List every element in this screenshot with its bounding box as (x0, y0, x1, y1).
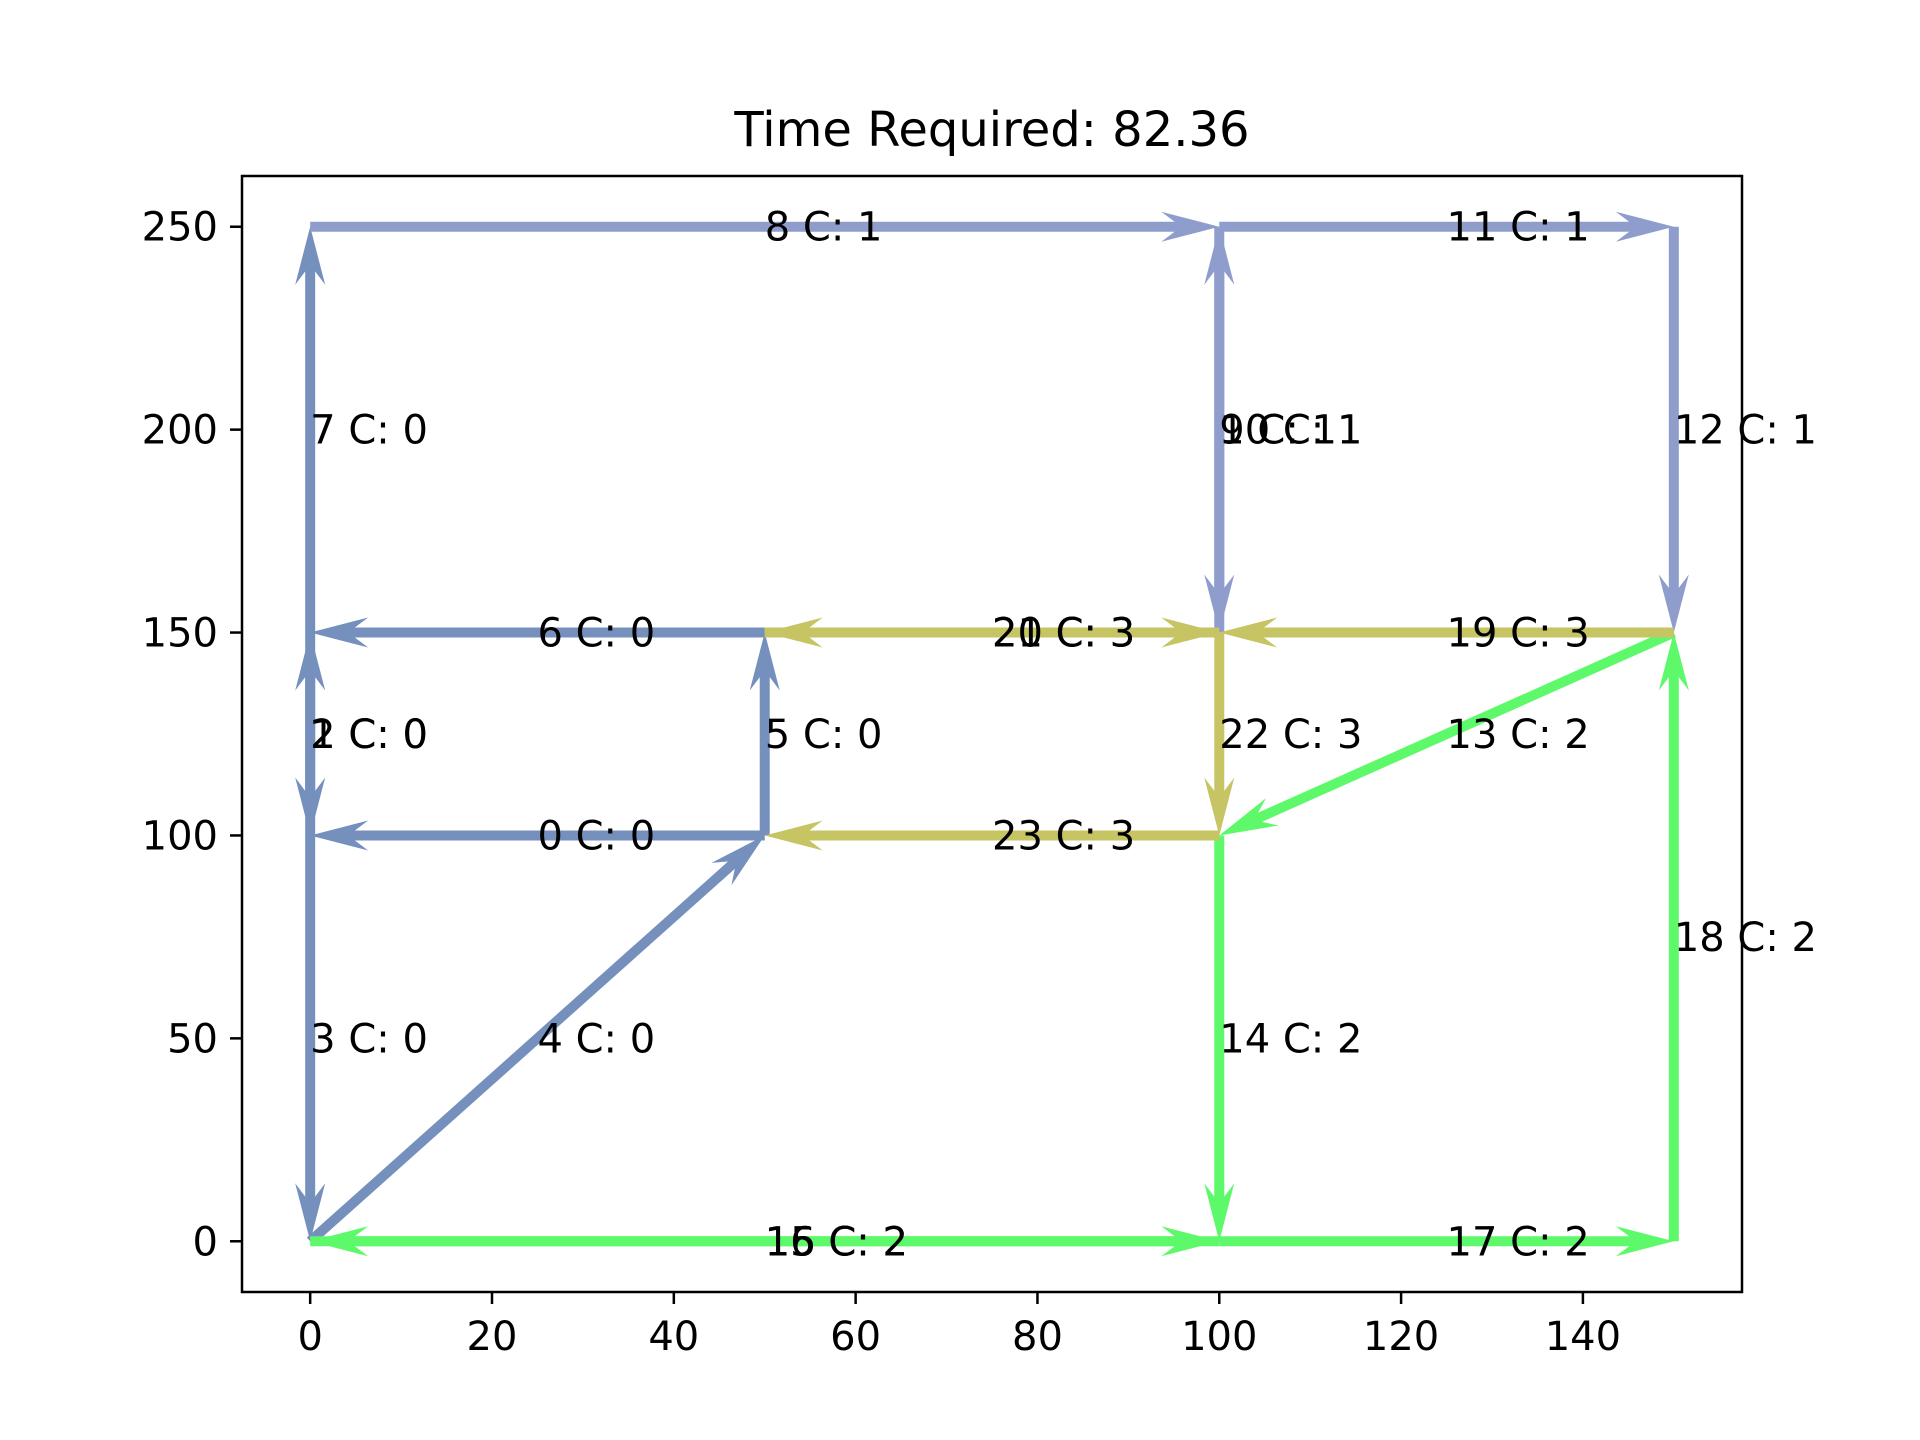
arrow-head (310, 820, 369, 851)
edge-label: 14 C: 2 (1219, 1016, 1362, 1062)
arrow-head (711, 835, 765, 886)
x-tick-label: 0 (297, 1314, 322, 1360)
edge-14 (1204, 835, 1235, 1242)
arrow-head (1204, 1183, 1235, 1242)
edge-label: 7 C: 0 (310, 408, 428, 454)
y-tick-label: 200 (142, 408, 218, 454)
edge-13 (1219, 627, 1676, 836)
x-tick-label: 120 (1363, 1314, 1439, 1360)
edge-3 (295, 835, 326, 1242)
edge-8 (310, 211, 1220, 242)
edge-4 (306, 835, 765, 1246)
edge-label: 0 C: 0 (537, 813, 655, 859)
y-axis: 0 50 100 150 200 250 (142, 205, 242, 1265)
edge-label: 11 C: 1 (1447, 205, 1590, 251)
edge-21 (764, 617, 1220, 648)
edge-10 (1204, 226, 1235, 633)
edge-label: 15 C: 2 (765, 1219, 908, 1265)
y-tick-label: 150 (142, 611, 218, 657)
arrow-head (1615, 211, 1674, 242)
edge-label: 9 C: 1 (1219, 408, 1337, 454)
edge-23 (764, 820, 1220, 851)
arrow-head (1161, 211, 1220, 242)
y-tick-label: 100 (142, 813, 218, 859)
edge-label: 23 C: 3 (992, 813, 1135, 859)
edge-label: 3 C: 0 (310, 1016, 428, 1062)
edge-label: 5 C: 0 (765, 712, 883, 758)
edge-7 (295, 226, 326, 633)
arrow-head (295, 226, 326, 285)
edge-label: 4 C: 0 (537, 1016, 655, 1062)
arrow-head (1658, 574, 1689, 633)
x-tick-label: 140 (1545, 1314, 1621, 1360)
edge-18 (1658, 632, 1689, 1242)
arrow-head (764, 820, 823, 851)
edge-11 (1219, 211, 1674, 242)
arrow-head (1161, 617, 1220, 648)
edge-label: 10 C: 1 (1219, 408, 1362, 454)
edge-label: 13 C: 2 (1447, 712, 1590, 758)
arrow-head (749, 632, 780, 691)
edge-16 (310, 1226, 1220, 1257)
edge-6 (310, 617, 765, 648)
edge-label: 21 C: 3 (992, 611, 1135, 657)
edge-19 (1219, 617, 1674, 648)
arrow-head (1219, 617, 1278, 648)
edge-17 (1219, 1226, 1674, 1257)
arrow-head (1658, 632, 1689, 691)
y-tick-label: 50 (167, 1016, 218, 1062)
edge-5 (749, 632, 780, 836)
x-tick-label: 20 (467, 1314, 518, 1360)
arrow-head (1615, 1226, 1674, 1257)
arrow-head (1204, 226, 1235, 285)
x-tick-label: 60 (830, 1314, 881, 1360)
y-tick-label: 0 (193, 1219, 218, 1265)
edge-line (1251, 627, 1676, 825)
edge-2 (295, 632, 326, 836)
edge-label: 18 C: 2 (1674, 915, 1817, 961)
edges-layer (295, 211, 1689, 1257)
arrow-head (295, 777, 326, 836)
arrow-head (310, 617, 369, 648)
edge-line (306, 857, 740, 1246)
chart-title: Time Required: 82.36 (733, 102, 1249, 158)
edge-22 (1204, 632, 1235, 836)
x-tick-label: 80 (1012, 1314, 1063, 1360)
x-tick-label: 40 (648, 1314, 699, 1360)
edge-labels-layer: 0 C: 0 1 C: 02 C: 0 3 C: 0 4 C: 0 5 C: 0 6 C:… (310, 205, 1817, 1266)
edge-label: 20 C: 3 (992, 611, 1135, 657)
y-tick-label: 250 (142, 205, 218, 251)
arrow-head (1204, 777, 1235, 836)
edge-label: 12 C: 1 (1674, 408, 1817, 454)
plot-frame (240, 174, 1744, 1294)
edge-label: 17 C: 2 (1447, 1219, 1590, 1265)
edge-label: 8 C: 1 (765, 205, 883, 251)
x-axis: 0 20 40 60 80 100 120 140 (297, 1292, 1621, 1360)
edge-label: 2 C: 0 (310, 712, 428, 758)
edge-label: 22 C: 3 (1219, 712, 1362, 758)
edge-label: 16 C: 2 (765, 1219, 908, 1265)
arrow-head (295, 1183, 326, 1242)
x-tick-label: 100 (1181, 1314, 1257, 1360)
edge-label: 19 C: 3 (1447, 611, 1590, 657)
edge-label: 6 C: 0 (537, 611, 655, 657)
arrow-head (1219, 798, 1279, 836)
arrow-head (310, 1226, 369, 1257)
edge-12 (1658, 226, 1689, 633)
edge-0 (310, 820, 765, 851)
edge-label: 1 C: 0 (310, 712, 428, 758)
